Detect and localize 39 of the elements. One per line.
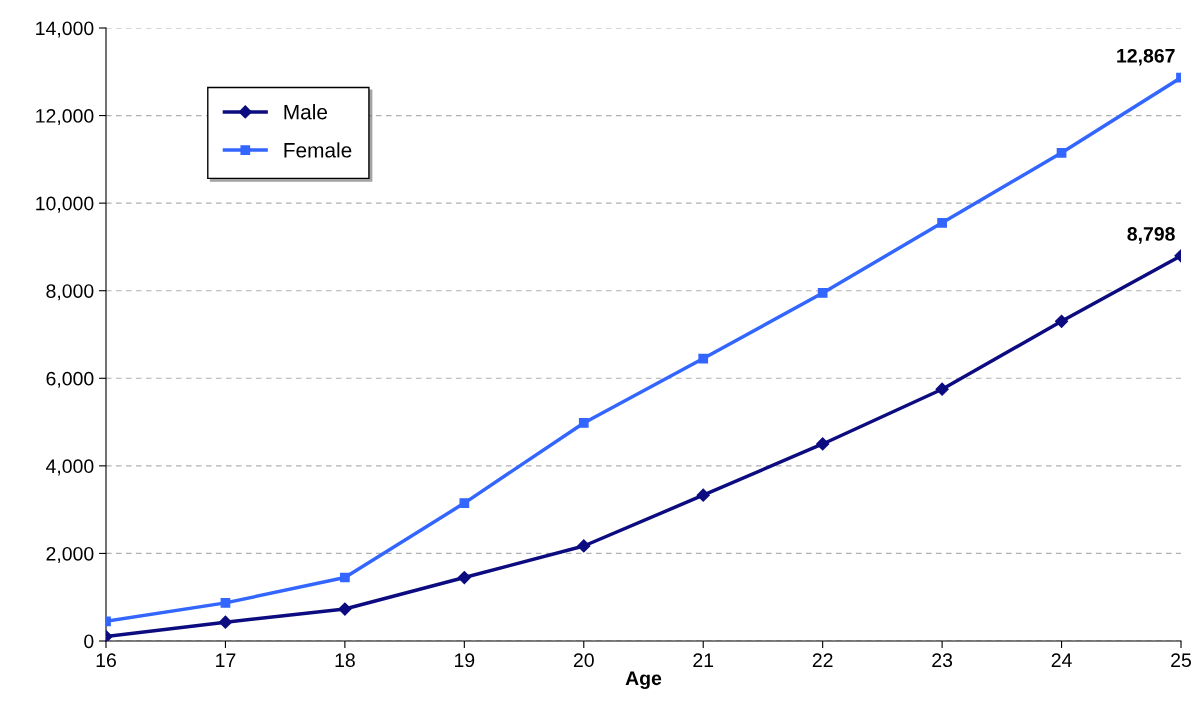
point: [459, 498, 470, 508]
x-axis-title: Age: [625, 671, 662, 690]
point: [340, 572, 350, 583]
legend-label: Male: [284, 104, 328, 120]
x-tick-label: 20: [573, 653, 594, 668]
point: [457, 570, 471, 585]
x-tick-label: 17: [216, 653, 236, 667]
x-tick-label: 21: [693, 653, 714, 667]
point: [220, 598, 231, 608]
x-tick-label: 16: [96, 653, 116, 668]
y-tick-label: 10,000: [36, 196, 94, 213]
x-tick-label: 23: [932, 653, 953, 668]
point: [218, 615, 233, 629]
point: [817, 288, 828, 298]
y-tick-label: 2,000: [46, 546, 94, 563]
x-tick-label: 25: [1171, 653, 1191, 668]
point: [1056, 147, 1067, 158]
x-tick-label: 18: [335, 653, 355, 668]
y-tick-label: 0: [84, 634, 94, 649]
point: [698, 353, 709, 364]
x-tick-label: 19: [455, 653, 475, 668]
y-tick-label: 4,000: [45, 459, 94, 476]
x-tick-label: 22: [812, 653, 833, 667]
y-tick-label: 6,000: [46, 371, 94, 388]
point: [696, 488, 710, 502]
data-label: 12,867: [1117, 48, 1175, 66]
point: [577, 539, 591, 553]
x-tick-label: 24: [1051, 653, 1072, 667]
legend-label: Female: [284, 142, 352, 158]
point: [816, 437, 830, 451]
y-tick-label: 8,000: [46, 284, 94, 301]
point: [338, 602, 352, 616]
point: [935, 382, 949, 396]
point: [1054, 314, 1069, 328]
point: [937, 217, 947, 228]
y-tick-label: 12,000: [36, 109, 94, 126]
point: [578, 418, 589, 428]
y-tick-label: 14,000: [36, 21, 94, 38]
data-label: 8,798: [1127, 227, 1175, 244]
